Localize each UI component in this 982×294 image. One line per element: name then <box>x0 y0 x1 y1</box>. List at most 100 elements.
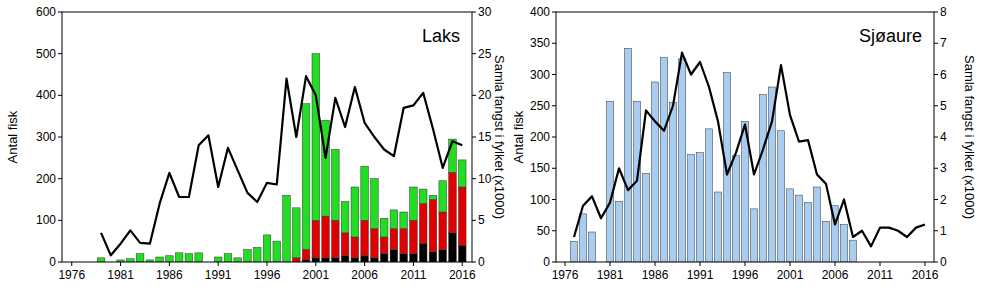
bar <box>175 253 183 262</box>
bar <box>642 173 649 262</box>
x-tick <box>700 262 701 266</box>
y-tick <box>552 105 556 106</box>
y2-tick-label: 5 <box>940 99 947 113</box>
y-tick <box>58 95 62 96</box>
bar <box>777 131 784 262</box>
x-tick <box>880 262 881 266</box>
y-tick <box>552 168 556 169</box>
bar <box>813 187 820 262</box>
y-tick-label: 0 <box>49 255 56 269</box>
y2-tick-label: 30 <box>478 5 492 19</box>
y-tick-label: 100 <box>530 193 550 207</box>
bar <box>234 258 242 262</box>
y2-tick <box>472 12 476 13</box>
bar <box>732 156 739 262</box>
y-tick-label: 150 <box>530 161 550 175</box>
x-tick-label: 2011 <box>867 268 893 282</box>
x-tick <box>169 262 170 266</box>
x-tick <box>267 262 268 266</box>
x-tick <box>565 262 566 266</box>
y-axis-label: Antal fisk <box>5 110 20 163</box>
plot-frame <box>62 12 472 262</box>
y2-tick-label: 0 <box>940 255 947 269</box>
y2-tick-label: 3 <box>940 161 947 175</box>
y2-tick-label: 25 <box>478 47 492 61</box>
bar <box>795 195 802 262</box>
x-tick-label: 1991 <box>205 268 232 282</box>
y2-tick <box>472 53 476 54</box>
y-tick-label: 250 <box>530 99 550 113</box>
bar <box>400 212 408 229</box>
y-tick-label: 600 <box>36 5 56 19</box>
bar <box>312 220 320 257</box>
y2-tick <box>934 168 938 169</box>
bar <box>97 258 105 262</box>
y2-tick-label: 15 <box>478 130 492 144</box>
plot-frame <box>556 12 934 262</box>
bar <box>439 250 447 263</box>
bar <box>214 257 222 262</box>
bar <box>371 179 379 229</box>
bar <box>615 201 622 262</box>
y-tick <box>58 53 62 54</box>
x-tick-label: 1991 <box>687 268 714 282</box>
bar <box>768 87 775 262</box>
x-tick-label: 1981 <box>597 268 624 282</box>
y2-tick <box>934 105 938 106</box>
y2-tick-label: 1 <box>940 224 947 238</box>
bar <box>410 187 418 220</box>
x-tick-label: 2001 <box>302 268 329 282</box>
bar <box>380 237 388 254</box>
bar <box>651 82 658 262</box>
x-tick-label: 1976 <box>58 268 85 282</box>
y-tick <box>552 43 556 44</box>
chart-root: 1976198119861991199620012006201120160100… <box>0 0 982 294</box>
y-tick-label: 300 <box>36 130 56 144</box>
bar <box>429 200 437 252</box>
bar <box>624 48 631 262</box>
y2-tick <box>934 74 938 75</box>
x-tick <box>610 262 611 266</box>
bar <box>185 254 193 262</box>
y2-axis-label: Samla fangst i fylket (x1000) <box>492 55 507 219</box>
y-tick <box>552 230 556 231</box>
bar <box>361 166 369 220</box>
bar <box>669 103 676 262</box>
y-tick <box>58 220 62 221</box>
y-tick <box>552 137 556 138</box>
bar <box>390 250 398 263</box>
marks <box>570 48 925 262</box>
y-tick <box>58 262 62 263</box>
y-tick-label: 350 <box>530 36 550 50</box>
x-tick-label: 2006 <box>822 268 849 282</box>
bar <box>419 243 427 262</box>
bar <box>458 160 466 187</box>
bar <box>302 250 310 260</box>
bar <box>341 256 349 262</box>
bar <box>371 229 379 258</box>
bar <box>322 216 330 258</box>
bar <box>322 258 330 262</box>
bar <box>312 258 320 262</box>
bar <box>696 153 703 262</box>
x-tick-label: 1986 <box>156 268 183 282</box>
y-tick-label: 500 <box>36 47 56 61</box>
y-tick <box>552 12 556 13</box>
line <box>574 53 925 247</box>
x-tick <box>835 262 836 266</box>
y2-tick <box>472 95 476 96</box>
bar <box>570 241 577 262</box>
bar <box>759 95 766 263</box>
y2-tick-label: 7 <box>940 36 947 50</box>
bar <box>341 202 349 233</box>
bar <box>439 181 447 212</box>
chart-0: 1976198119861991199620012006201120160100… <box>5 5 506 282</box>
y-tick-label: 0 <box>543 255 550 269</box>
y-tick <box>58 178 62 179</box>
x-tick <box>745 262 746 266</box>
bar <box>458 187 466 245</box>
y2-tick-label: 6 <box>940 68 947 82</box>
bar <box>312 54 320 221</box>
bar <box>351 258 359 262</box>
x-tick-label: 1986 <box>642 268 669 282</box>
